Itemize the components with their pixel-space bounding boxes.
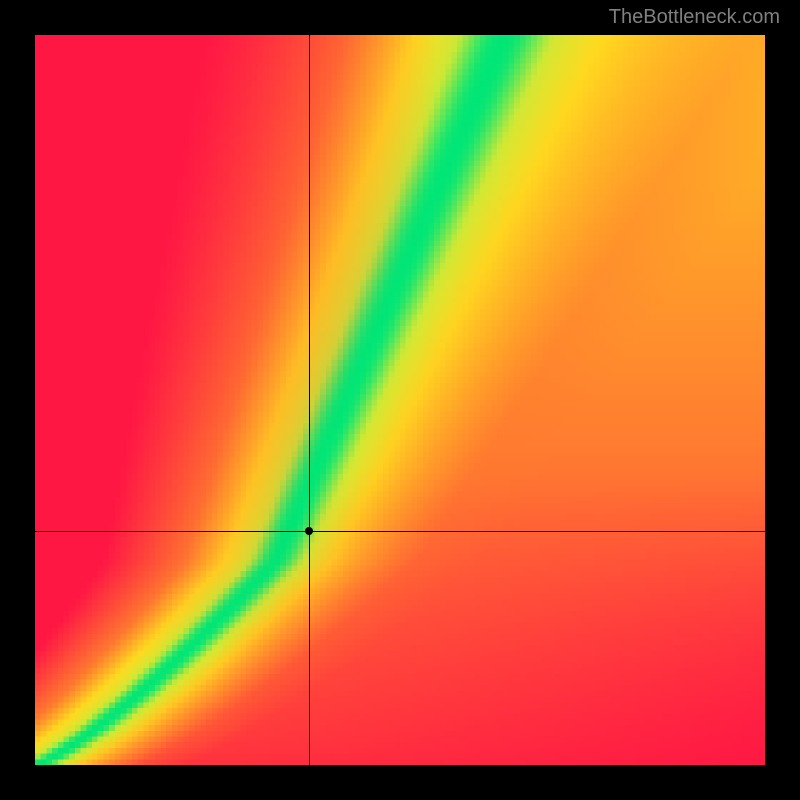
- plot-area: [35, 35, 765, 765]
- marker-dot: [305, 527, 313, 535]
- heatmap-canvas: [35, 35, 765, 765]
- crosshair-horizontal: [35, 531, 765, 532]
- crosshair-vertical: [309, 35, 310, 765]
- watermark-text: TheBottleneck.com: [609, 6, 780, 29]
